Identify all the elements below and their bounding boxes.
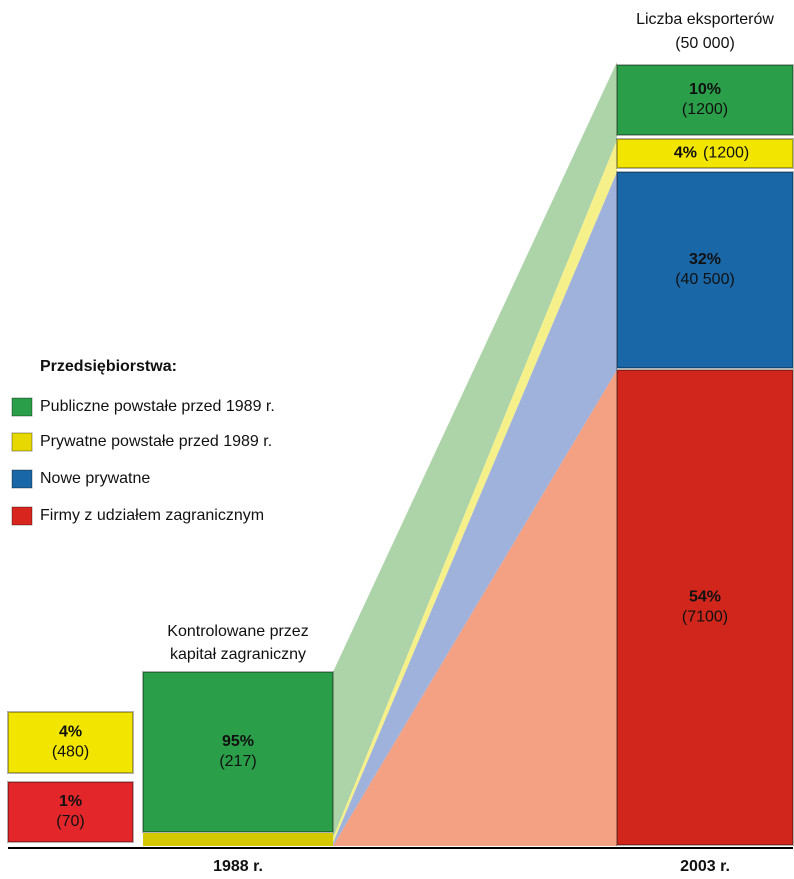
note: kapitał zagraniczny xyxy=(170,646,306,663)
block-percent: 1% xyxy=(59,793,82,810)
legend-label: Firmy z udziałem zagranicznym xyxy=(40,507,264,524)
block-percent: 4% xyxy=(674,145,697,162)
block-count: (217) xyxy=(219,753,256,770)
year-label: 1988 r. xyxy=(213,858,263,875)
legend-swatch xyxy=(11,397,33,417)
block-percent: 32% xyxy=(689,251,721,268)
note: Kontrolowane przez xyxy=(167,623,308,640)
block-percent: 54% xyxy=(689,589,721,606)
year-label: 2003 r. xyxy=(680,858,730,875)
block-count: (1200) xyxy=(703,145,749,162)
header-total: (50 000) xyxy=(675,35,735,52)
strip-yellow xyxy=(143,833,333,846)
block xyxy=(616,64,794,136)
block-count: (1200) xyxy=(682,101,728,118)
block xyxy=(616,138,794,169)
legend-title: Przedsiębiorstwa: xyxy=(40,358,177,375)
block-count: (40 500) xyxy=(675,271,735,288)
block-percent: 4% xyxy=(59,724,82,741)
legend-swatch xyxy=(11,432,33,452)
block xyxy=(142,671,334,833)
header: Liczba eksporterów xyxy=(636,11,774,28)
block-count: (480) xyxy=(52,744,89,761)
legend-label: Nowe prywatne xyxy=(40,470,150,487)
block xyxy=(616,171,794,369)
legend-label: Publiczne powstałe przed 1989 r. xyxy=(40,398,275,415)
legend-label: Prywatne powstałe przed 1989 r. xyxy=(40,433,272,450)
block xyxy=(7,781,134,843)
block xyxy=(7,711,134,774)
wedge-blue xyxy=(333,172,617,846)
block-percent: 10% xyxy=(689,81,721,98)
legend-swatch xyxy=(11,506,33,526)
block-percent: 95% xyxy=(222,733,254,750)
wedge-green xyxy=(333,62,617,838)
wedge-yellow xyxy=(333,140,617,843)
legend-swatch xyxy=(11,469,33,489)
block xyxy=(616,369,794,846)
wedge-red xyxy=(333,370,617,846)
block-count: (70) xyxy=(56,813,84,830)
block-count: (7100) xyxy=(682,609,728,626)
